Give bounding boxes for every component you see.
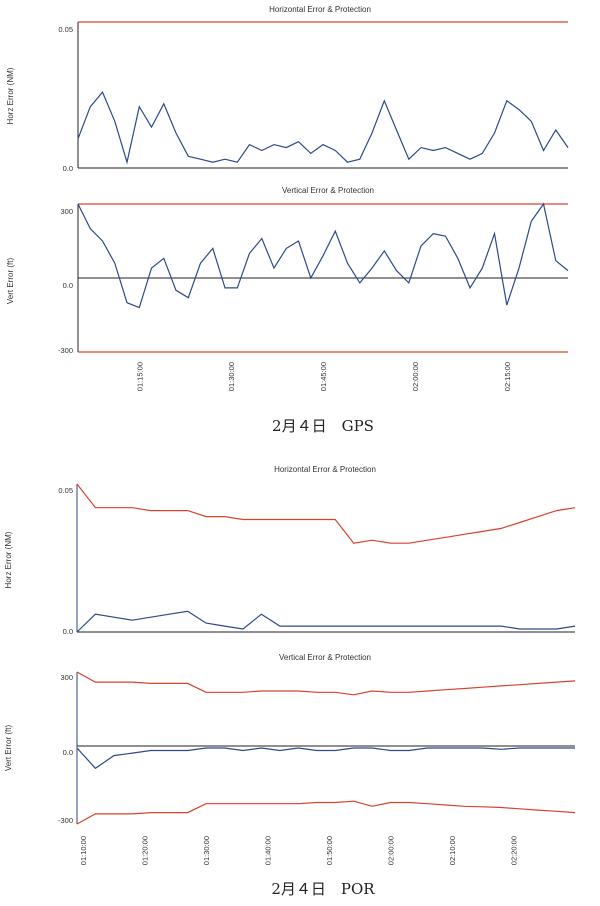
por-vertical-protection-upper [76,671,576,696]
por-time-tick-0: 01:10:00 [79,836,88,865]
por-caption: 2月４日 POR [271,880,375,898]
gps-vertical-error-line [77,202,569,309]
por-vertical-ytick-top: 300 [60,673,73,682]
por-vertical-ytick-mid: 0.0 [63,748,73,757]
por-time-axis: 01:10:00 01:20:00 01:30:00 01:40:00 01:50:00… [79,836,518,865]
por-time-tick-2: 01:30:00 [202,836,211,865]
gps-horizontal-ytick-top: 0.05 [58,25,73,34]
gps-time-tick-3: 02:00:00 [411,362,420,391]
gps-horizontal-ylabel: Horz Error (NM) [6,67,15,124]
por-horizontal-error-line [76,610,576,633]
por-time-tick-4: 01:50:00 [325,836,334,865]
gps-time-tick-0: 01:15:00 [135,362,144,391]
gps-horizontal-ytick-bottom: 0.0 [63,164,73,173]
por-vertical-protection-lower [76,800,576,825]
por-time-tick-3: 01:40:00 [264,836,273,865]
por-vertical-panel: Vertical Error & Protection Vert Error (… [4,653,576,865]
por-horizontal-panel: Horizontal Error & Protection Horz Error… [4,465,576,636]
gps-vertical-title: Vertical Error & Protection [282,186,374,195]
por-vertical-error-line [76,747,575,770]
por-time-tick-5: 02:00:00 [387,836,396,865]
por-horizontal-ytick-top: 0.05 [58,486,73,495]
gps-time-tick-4: 02:15:00 [503,362,512,391]
por-horizontal-title: Horizontal Error & Protection [274,465,376,474]
por-time-tick-1: 01:20:00 [141,836,150,865]
gps-time-tick-1: 01:30:00 [227,362,236,391]
gps-vertical-ytick-bottom: -300 [58,346,73,355]
gps-vertical-ytick-mid: 0.0 [63,281,73,290]
por-vertical-ylabel: Vert Error (ft) [4,725,13,772]
por-time-tick-7: 02:20:00 [510,836,519,865]
gps-time-axis: 01:15:00 01:30:00 01:45:00 02:00:00 02:15:00 [135,362,512,391]
gps-vertical-ylabel: Vert Error (ft) [6,258,15,305]
por-vertical-ytick-bottom: -300 [58,816,73,825]
por-horizontal-protection-line [76,483,576,544]
gps-horizontal-error-line [77,90,569,165]
por-horizontal-ytick-bottom: 0.0 [63,627,73,636]
por-vertical-title: Vertical Error & Protection [279,653,371,662]
gps-caption: 2月４日 GPS [272,417,374,435]
gps-vertical-ytick-top: 300 [60,207,73,216]
gps-horizontal-panel: Horizontal Error & Protection Horz Error… [6,5,569,173]
por-time-tick-6: 02:10:00 [448,836,457,865]
gps-horizontal-title: Horizontal Error & Protection [269,5,371,14]
gps-vertical-panel: Vertical Error & Protection Vert Error (… [6,186,569,391]
por-horizontal-ylabel: Horz Error (NM) [4,531,13,588]
gps-time-tick-2: 01:45:00 [319,362,328,391]
